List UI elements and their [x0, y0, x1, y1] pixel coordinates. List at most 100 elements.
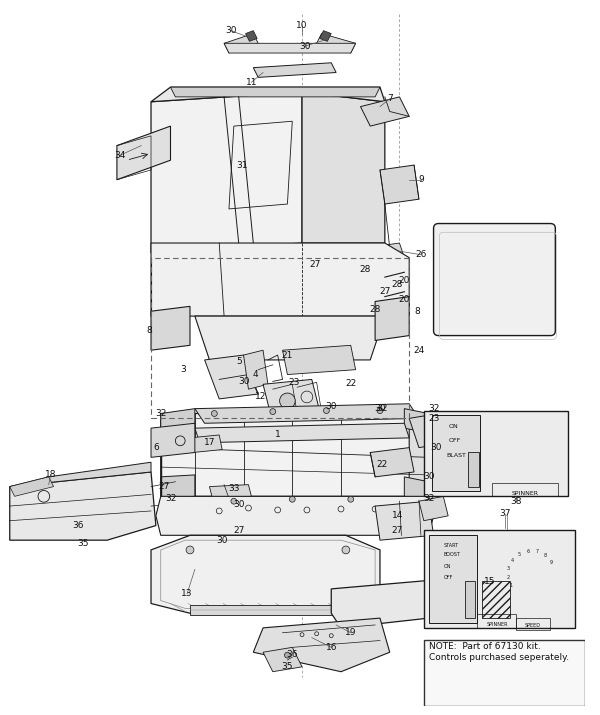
Text: 5: 5	[518, 551, 521, 556]
Polygon shape	[151, 536, 380, 613]
Polygon shape	[161, 409, 195, 433]
Polygon shape	[365, 243, 404, 262]
Polygon shape	[10, 462, 151, 487]
Polygon shape	[195, 316, 385, 360]
Text: 32: 32	[165, 494, 176, 503]
Text: 27: 27	[309, 260, 320, 269]
Polygon shape	[156, 496, 434, 536]
Bar	[424, 410, 568, 496]
Polygon shape	[320, 31, 331, 41]
Polygon shape	[161, 413, 428, 496]
Bar	[492, 483, 558, 496]
Bar	[431, 415, 481, 491]
Circle shape	[289, 496, 295, 502]
Text: 17: 17	[204, 438, 215, 448]
Polygon shape	[375, 297, 409, 340]
Text: 30: 30	[299, 41, 311, 51]
Polygon shape	[151, 243, 409, 316]
Polygon shape	[302, 92, 385, 243]
Bar	[424, 531, 575, 628]
Text: 14: 14	[392, 511, 403, 521]
Polygon shape	[205, 355, 258, 399]
Text: 32: 32	[423, 494, 434, 503]
Polygon shape	[117, 126, 170, 179]
Circle shape	[371, 292, 379, 300]
Text: ON: ON	[448, 424, 458, 429]
Text: 34: 34	[114, 151, 125, 160]
Text: 4: 4	[253, 370, 258, 379]
Circle shape	[347, 307, 355, 315]
Text: 38: 38	[511, 497, 522, 506]
Bar	[467, 453, 479, 487]
Text: 6: 6	[526, 548, 529, 553]
Circle shape	[211, 504, 214, 508]
Text: 7: 7	[387, 94, 392, 104]
Text: 9: 9	[418, 175, 424, 184]
Bar	[478, 614, 517, 628]
Text: 7: 7	[535, 549, 539, 554]
Polygon shape	[409, 413, 448, 448]
Circle shape	[203, 514, 206, 518]
Text: 27: 27	[233, 526, 244, 535]
Polygon shape	[380, 282, 390, 292]
Circle shape	[217, 509, 221, 513]
Text: 27: 27	[392, 526, 403, 535]
Circle shape	[342, 546, 350, 554]
Text: 23: 23	[428, 414, 439, 423]
Polygon shape	[283, 345, 356, 375]
Circle shape	[373, 295, 377, 299]
Text: 16: 16	[326, 643, 337, 652]
Polygon shape	[370, 448, 414, 477]
Text: 20: 20	[398, 275, 410, 285]
Text: 30: 30	[233, 500, 244, 508]
Polygon shape	[224, 34, 258, 53]
Circle shape	[512, 555, 550, 593]
Bar	[424, 639, 584, 706]
Circle shape	[347, 278, 355, 286]
Polygon shape	[419, 496, 448, 521]
Bar	[428, 536, 478, 623]
Text: 24: 24	[413, 345, 425, 355]
Text: 35: 35	[77, 538, 89, 548]
Text: 20: 20	[398, 295, 410, 304]
Text: 36: 36	[287, 650, 298, 659]
Text: 28: 28	[359, 265, 371, 274]
Polygon shape	[263, 647, 302, 671]
Polygon shape	[302, 257, 312, 267]
Text: 37: 37	[499, 509, 511, 518]
Text: 1: 1	[509, 583, 512, 588]
Circle shape	[186, 546, 194, 554]
Text: START: START	[443, 543, 458, 548]
Text: 21: 21	[282, 350, 293, 360]
Polygon shape	[404, 409, 428, 433]
Text: 36: 36	[72, 521, 83, 530]
Polygon shape	[331, 569, 560, 628]
Polygon shape	[375, 501, 434, 540]
Text: BLAST: BLAST	[446, 453, 466, 458]
Circle shape	[298, 268, 306, 276]
Text: 26: 26	[415, 250, 427, 260]
Polygon shape	[409, 413, 428, 496]
Text: 3: 3	[180, 365, 186, 374]
Text: OFF: OFF	[448, 438, 460, 443]
Polygon shape	[245, 31, 257, 41]
Text: 8: 8	[414, 307, 420, 316]
Text: 28: 28	[392, 280, 403, 290]
Text: 19: 19	[345, 628, 356, 637]
Polygon shape	[151, 306, 190, 350]
Text: 30: 30	[217, 536, 228, 545]
Polygon shape	[195, 423, 409, 443]
Circle shape	[284, 652, 290, 658]
Polygon shape	[361, 97, 409, 126]
Text: 3: 3	[507, 566, 510, 571]
Circle shape	[211, 410, 217, 416]
Text: 33: 33	[228, 484, 239, 493]
Text: 4: 4	[511, 558, 514, 563]
Bar	[151, 257, 409, 418]
Text: BOOST: BOOST	[443, 552, 460, 557]
Bar	[482, 581, 509, 618]
Text: 35: 35	[281, 662, 293, 671]
Polygon shape	[317, 34, 356, 53]
Text: 11: 11	[245, 78, 257, 87]
Polygon shape	[253, 63, 336, 77]
